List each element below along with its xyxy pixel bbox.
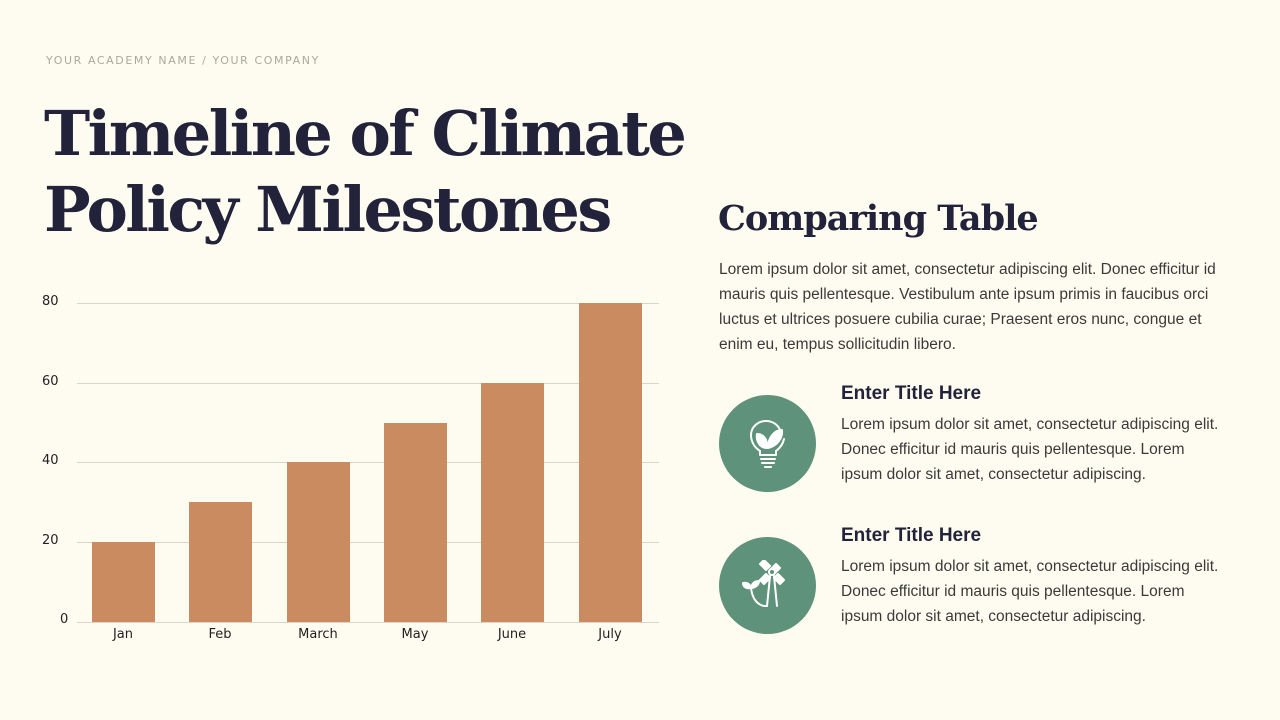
x-axis-line <box>77 622 659 623</box>
feature-icon-circle <box>719 537 816 634</box>
bar-jan <box>92 542 155 622</box>
feature-item-1: Enter Title Here Lorem ipsum dolor sit a… <box>719 383 1219 495</box>
bar-march <box>287 462 350 622</box>
intro-paragraph: Lorem ipsum dolor sit amet, consectetur … <box>719 261 1216 353</box>
bar-chart: 80 60 40 20 0 Jan Feb March May June Jul… <box>40 290 670 650</box>
wind-turbine-sprout-icon <box>741 559 785 607</box>
feature-item-2: Enter Title Here Lorem ipsum dolor sit a… <box>719 525 1219 637</box>
x-tick-jan: Jan <box>112 627 134 642</box>
y-tick-20: 20 <box>42 533 59 548</box>
gridline-60 <box>77 383 659 384</box>
feature-title: Enter Title Here <box>841 383 982 404</box>
title-line-2: Policy Milestones <box>44 173 612 246</box>
x-tick-feb: Feb <box>208 627 232 642</box>
y-tick-0: 0 <box>60 612 69 627</box>
page-title: Timeline of Climate Policy Milestones <box>44 96 687 248</box>
x-tick-may: May <box>401 627 429 642</box>
organization-label: YOUR ACADEMY NAME / YOUR COMPANY <box>46 54 320 67</box>
bar-june <box>481 383 544 622</box>
x-tick-july: July <box>598 627 622 642</box>
feature-title: Enter Title Here <box>841 525 982 546</box>
feature-description: Lorem ipsum dolor sit amet, consectetur … <box>841 416 1219 483</box>
y-tick-60: 60 <box>42 374 59 389</box>
x-tick-march: March <box>298 627 338 642</box>
gridline-20 <box>77 542 659 543</box>
bar-july <box>579 303 642 622</box>
feature-description: Lorem ipsum dolor sit amet, consectetur … <box>841 558 1219 625</box>
feature-icon-circle <box>719 395 816 492</box>
bar-feb <box>189 502 252 622</box>
gridline-40 <box>77 462 659 463</box>
x-tick-june: June <box>497 627 527 642</box>
bar-may <box>384 423 447 622</box>
gridline-80 <box>77 303 659 304</box>
section-title: Comparing Table <box>718 198 1039 239</box>
y-tick-80: 80 <box>42 294 59 309</box>
y-tick-40: 40 <box>42 453 59 468</box>
title-line-1: Timeline of Climate <box>44 97 687 170</box>
eco-lightbulb-icon <box>749 419 785 468</box>
